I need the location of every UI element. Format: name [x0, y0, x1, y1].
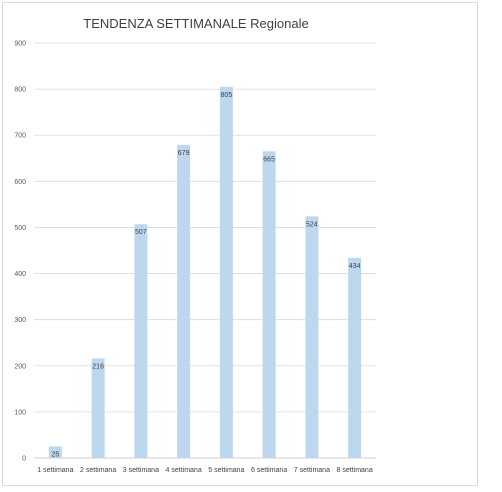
data-label: 524 — [306, 221, 318, 228]
data-label: 507 — [135, 229, 147, 236]
bar — [348, 257, 362, 458]
y-tick-label: 800 — [14, 87, 26, 94]
data-label: 679 — [178, 150, 190, 157]
category-label: 8 settimana — [337, 467, 373, 474]
bar — [305, 216, 319, 458]
bar — [262, 151, 276, 458]
bar — [91, 358, 105, 458]
data-label: 665 — [263, 156, 275, 163]
bar — [134, 224, 148, 458]
y-tick-label: 400 — [14, 271, 26, 278]
category-label: 1 settimana — [37, 467, 73, 474]
data-label: 216 — [92, 363, 104, 370]
category-label: 3 settimana — [123, 467, 159, 474]
y-tick-label: 0 — [22, 456, 26, 463]
category-label: 7 settimana — [294, 467, 330, 474]
y-tick-label: 300 — [14, 317, 26, 324]
y-tick-label: 500 — [14, 225, 26, 232]
y-tick-label: 700 — [14, 133, 26, 140]
y-tick-label: 900 — [14, 41, 26, 48]
data-label: 25 — [51, 451, 59, 458]
bar — [177, 144, 191, 458]
category-label: 2 settimana — [80, 467, 116, 474]
chart-title: TENDENZA SETTIMANALE Regionale — [83, 16, 308, 31]
y-tick-label: 600 — [14, 179, 26, 186]
y-tick-label: 100 — [14, 409, 26, 416]
data-label: 434 — [349, 263, 361, 270]
data-label: 805 — [221, 92, 233, 99]
category-label: 4 settimana — [166, 467, 202, 474]
category-label: 6 settimana — [251, 467, 287, 474]
category-label: 5 settimana — [208, 467, 244, 474]
bar — [48, 446, 62, 458]
y-tick-label: 200 — [14, 363, 26, 370]
bar — [219, 86, 233, 459]
chart-frame — [2, 2, 478, 486]
